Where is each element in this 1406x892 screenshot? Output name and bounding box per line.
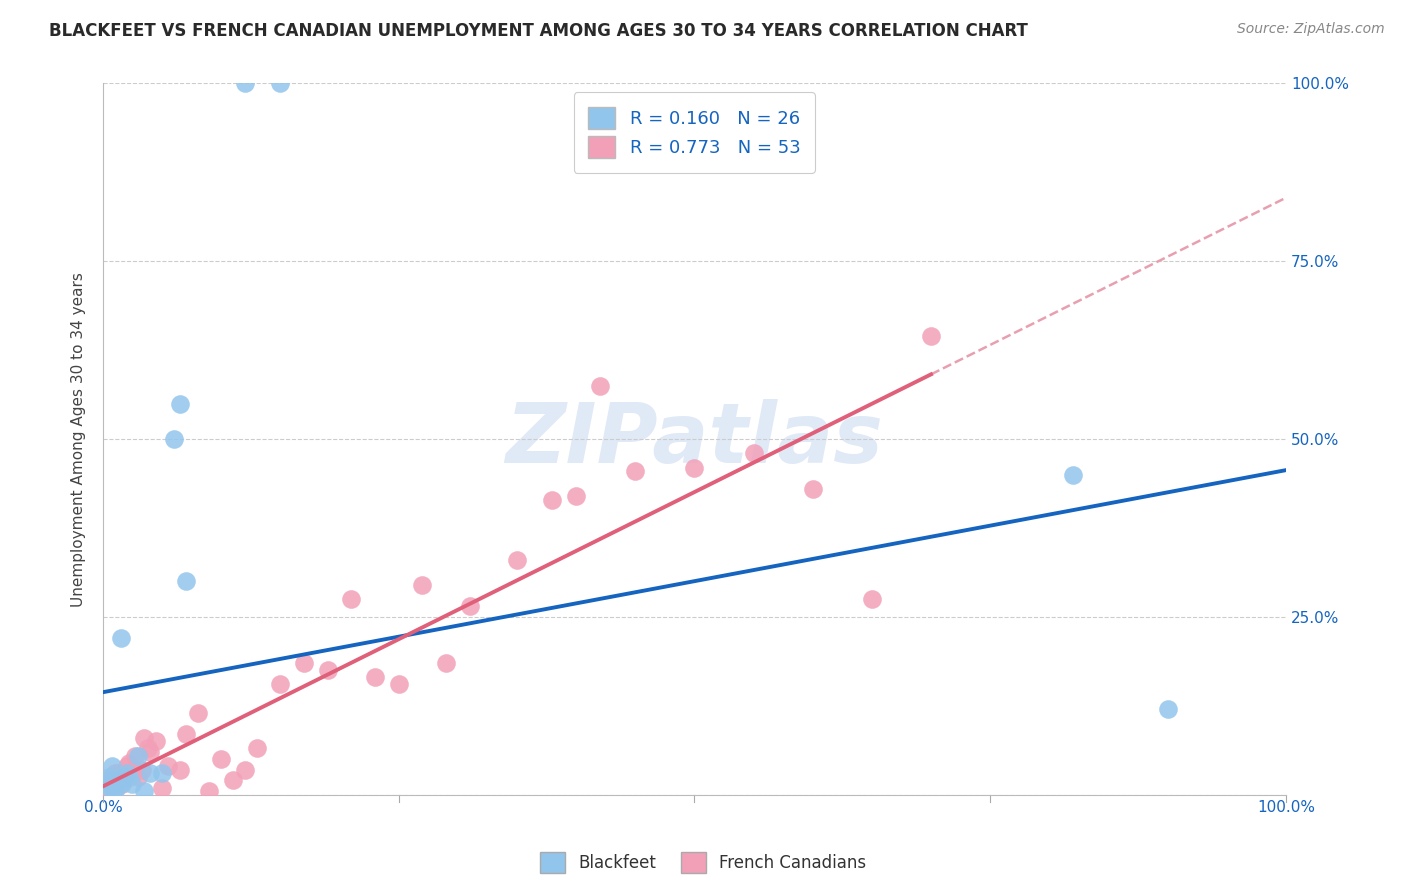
Point <box>112 770 135 784</box>
Point <box>110 770 132 784</box>
Point <box>860 592 883 607</box>
Point <box>139 766 162 780</box>
Point <box>103 780 125 795</box>
Point <box>124 748 146 763</box>
Point <box>101 759 124 773</box>
Point <box>683 460 706 475</box>
Point <box>121 766 143 780</box>
Point <box>458 599 481 614</box>
Point <box>150 766 173 780</box>
Point <box>136 741 159 756</box>
Point <box>98 777 121 791</box>
Point <box>145 734 167 748</box>
Point <box>105 777 128 791</box>
Point <box>565 489 588 503</box>
Point <box>101 780 124 795</box>
Point <box>115 766 138 780</box>
Point <box>589 378 612 392</box>
Point <box>96 777 118 791</box>
Point <box>97 770 120 784</box>
Point <box>742 446 765 460</box>
Point <box>411 578 433 592</box>
Point <box>198 784 221 798</box>
Point <box>174 574 197 589</box>
Point <box>112 773 135 788</box>
Point <box>96 780 118 795</box>
Point <box>187 706 209 720</box>
Point <box>104 773 127 788</box>
Point <box>97 773 120 788</box>
Point <box>169 763 191 777</box>
Text: ZIPatlas: ZIPatlas <box>506 399 883 480</box>
Point <box>388 677 411 691</box>
Legend: Blackfeet, French Canadians: Blackfeet, French Canadians <box>533 846 873 880</box>
Text: BLACKFEET VS FRENCH CANADIAN UNEMPLOYMENT AMONG AGES 30 TO 34 YEARS CORRELATION : BLACKFEET VS FRENCH CANADIAN UNEMPLOYMEN… <box>49 22 1028 40</box>
Point <box>434 656 457 670</box>
Point <box>104 773 127 788</box>
Legend: R = 0.160   N = 26, R = 0.773   N = 53: R = 0.160 N = 26, R = 0.773 N = 53 <box>574 93 815 173</box>
Point <box>118 756 141 770</box>
Point <box>104 784 127 798</box>
Point <box>541 492 564 507</box>
Point <box>111 777 134 791</box>
Point <box>269 677 291 691</box>
Point <box>1062 467 1084 482</box>
Point <box>121 777 143 791</box>
Point <box>209 752 232 766</box>
Point <box>156 759 179 773</box>
Point <box>104 766 127 780</box>
Point <box>316 663 339 677</box>
Point <box>110 631 132 645</box>
Point <box>127 770 149 784</box>
Point <box>233 77 256 91</box>
Point <box>134 784 156 798</box>
Point <box>118 770 141 784</box>
Point <box>98 780 121 795</box>
Point <box>134 731 156 745</box>
Point <box>100 773 122 788</box>
Point <box>97 777 120 791</box>
Point <box>110 777 132 791</box>
Point <box>920 329 942 343</box>
Point <box>506 553 529 567</box>
Point <box>624 464 647 478</box>
Point <box>150 780 173 795</box>
Y-axis label: Unemployment Among Ages 30 to 34 years: Unemployment Among Ages 30 to 34 years <box>72 272 86 607</box>
Text: Source: ZipAtlas.com: Source: ZipAtlas.com <box>1237 22 1385 37</box>
Point <box>269 77 291 91</box>
Point <box>169 396 191 410</box>
Point <box>292 656 315 670</box>
Point <box>364 670 387 684</box>
Point <box>115 759 138 773</box>
Point <box>131 763 153 777</box>
Point <box>340 592 363 607</box>
Point <box>127 748 149 763</box>
Point <box>105 773 128 788</box>
Point <box>107 766 129 780</box>
Point <box>100 770 122 784</box>
Point <box>222 773 245 788</box>
Point <box>163 432 186 446</box>
Point <box>233 763 256 777</box>
Point <box>246 741 269 756</box>
Point <box>103 784 125 798</box>
Point <box>1156 702 1178 716</box>
Point <box>174 727 197 741</box>
Point <box>139 745 162 759</box>
Point <box>801 482 824 496</box>
